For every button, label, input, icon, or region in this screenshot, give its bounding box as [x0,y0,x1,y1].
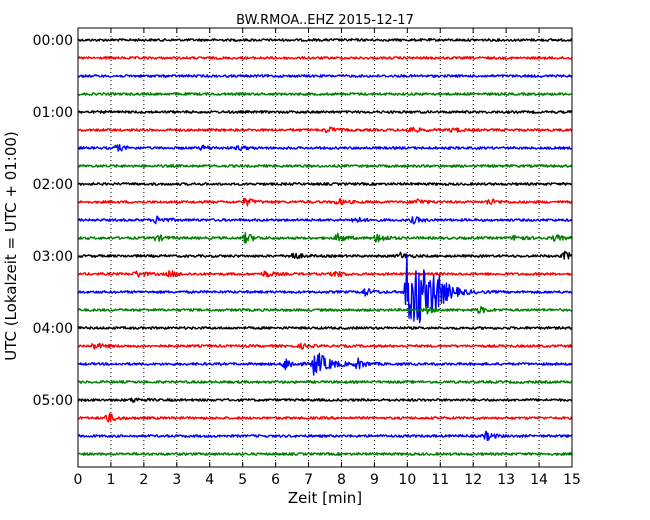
chart-title: BW.RMOA..EHZ 2015-12-17 [236,13,414,28]
plot-frame [77,27,573,468]
trace-0200 [77,182,573,186]
x-tick-label: 1 [106,472,115,488]
trace-0300 [77,250,573,260]
trace-0145 [77,164,572,168]
trace-0245 [77,232,573,244]
x-tick-label: 13 [497,472,515,488]
x-tick-label: 2 [139,472,148,488]
trace-0330 [77,253,573,324]
trace-0500 [77,397,573,403]
trace-0315 [77,270,573,278]
trace-0345 [78,305,573,315]
trace-0415 [77,342,573,350]
trace-0530 [77,430,573,442]
trace-0400 [77,326,573,330]
x-tick-label: 7 [304,472,313,488]
x-tick-label: 3 [172,472,181,488]
trace-0000 [77,38,572,42]
trace-0215 [77,197,573,207]
x-tick-label: 8 [337,472,346,488]
x-tick-label: 11 [431,472,449,488]
y-tick-label: 03:00 [33,249,73,265]
y-tick-label: 04:00 [33,321,73,337]
trace-0430 [77,352,573,376]
trace-0115 [77,126,573,134]
x-tick-label: 6 [271,472,280,488]
trace-0130 [77,144,573,152]
y-tick-label: 02:00 [33,177,73,193]
y-axis-label: UTC (Lokalzeit = UTC + 01:00) [2,131,20,361]
trace-0045 [77,92,573,96]
y-tick-label: 01:00 [33,105,73,121]
trace-group [77,38,573,456]
trace-0515 [78,412,573,423]
x-tick-label: 10 [398,472,416,488]
x-tick-label: 9 [370,472,379,488]
x-tick-label: 12 [464,472,482,488]
x-tick-label: 0 [74,472,83,488]
x-axis-label: Zeit [min] [288,489,362,507]
trace-0230 [77,215,573,225]
trace-0030 [77,74,573,78]
x-tick-label: 4 [205,472,214,488]
trace-0545 [77,452,573,456]
x-tick-label: 14 [530,472,548,488]
x-tick-label: 5 [238,472,247,488]
trace-0445 [77,380,573,384]
y-tick-label: 05:00 [33,393,73,409]
x-tick-label: 15 [563,472,581,488]
trace-0100 [77,110,573,114]
trace-0015 [77,56,573,60]
y-tick-label: 00:00 [33,33,73,49]
tick-group: 0 1 2 3 4 5 6 7 8 9 10 11 12 13 14 1500:0001:0002:0003:… [33,28,581,488]
